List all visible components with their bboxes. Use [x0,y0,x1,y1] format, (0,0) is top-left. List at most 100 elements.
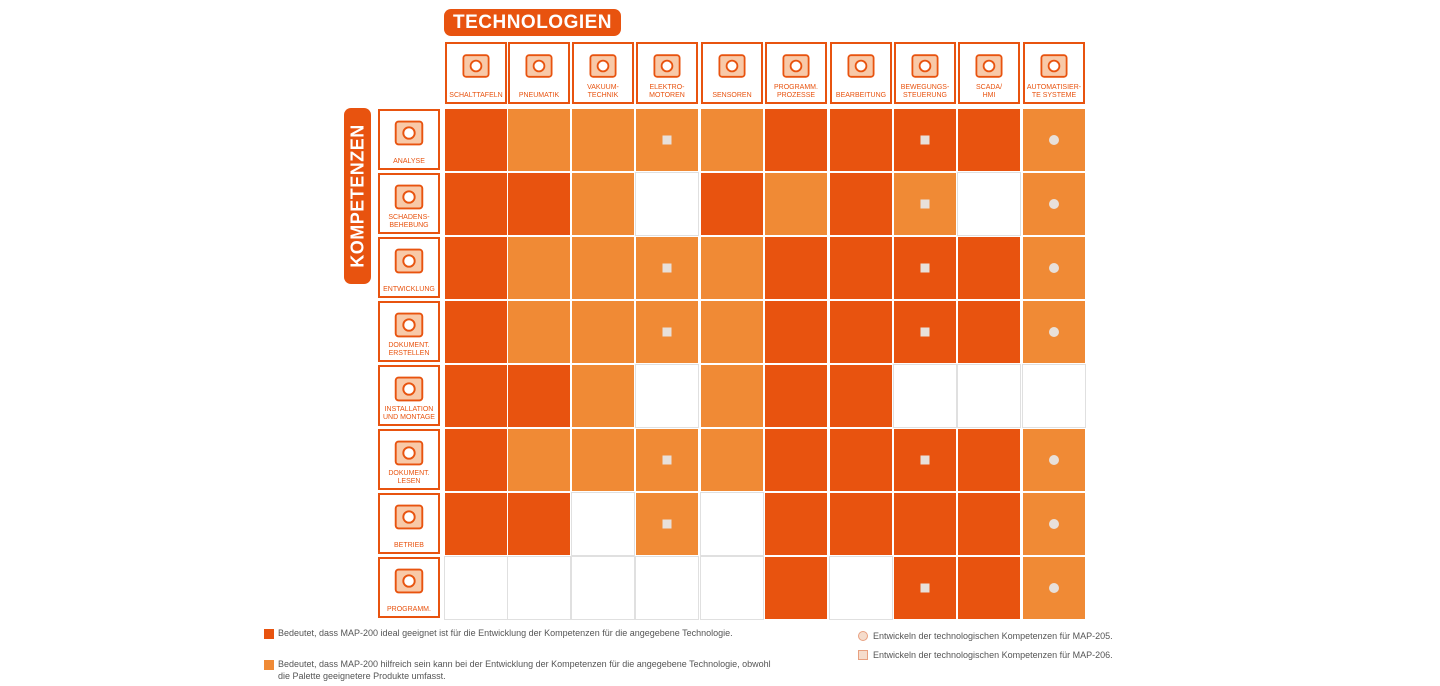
motion-control-icon [911,54,939,78]
matrix-cell [764,172,828,236]
matrix-cell [893,556,957,620]
automated-system-icon [1040,54,1068,78]
map-206-marker [920,199,930,209]
row-label: SCHADENS- BEHEBUNG [388,214,430,229]
matrix-cell [635,492,699,556]
matrix-cell [764,492,828,556]
matrix-cell [507,172,571,236]
laptop-hands-icon [394,568,424,594]
reading-glasses-icon [394,440,424,466]
matrix-cell [635,556,699,620]
matrix-cell [1022,556,1086,620]
scada-monitor-icon [975,54,1003,78]
matrix-cell [700,172,764,236]
legend-dark-text: Bedeutet, dass MAP-200 ideal geeignet is… [278,628,733,638]
matrix-cell [829,108,893,172]
matrix-cell [1022,428,1086,492]
plc-icon [782,54,810,78]
matrix-cell [957,172,1021,236]
matrix-cell [1022,108,1086,172]
matrix-cell [957,492,1021,556]
tools-repair-icon [394,184,424,210]
matrix-cell [635,364,699,428]
row-label: DOKUMENT. LESEN [388,470,430,485]
map-206-marker [662,455,672,465]
matrix-cell [893,428,957,492]
hand-lever-icon [394,504,424,530]
column-header-3: ELEKTRO- MOTOREN [636,42,698,104]
matrix-cell [829,172,893,236]
column-header-5: PROGRAMM. PROZESSE [765,42,827,104]
matrix-cell [635,108,699,172]
legend-light-swatch [264,660,274,670]
column-label: BEWEGUNGS- STEUERUNG [900,84,950,99]
matrix-cell [764,428,828,492]
matrix-cell [700,492,764,556]
legend-square-swatch [858,650,868,660]
matrix-cell [893,364,957,428]
legend-circle-text: Entwickeln der technologischen Kompetenz… [873,631,1113,641]
matrix-cell [571,300,635,364]
column-header-9: AUTOMATISIER- TE SYSTEME [1023,42,1085,104]
column-label: AUTOMATISIER- TE SYSTEME [1026,84,1082,99]
matrix-cell [829,236,893,300]
matrix-cell [700,428,764,492]
kompetenzen-label: KOMPETENZEN [347,124,367,268]
matrix-cell [444,492,508,556]
matrix-cell [507,108,571,172]
row-label: ENTWICKLUNG [383,286,435,293]
matrix-cell [829,556,893,620]
row-label: INSTALLATION UND MONTAGE [383,406,435,421]
matrix-cell [1022,492,1086,556]
matrix-cell [1022,172,1086,236]
column-header-1: PNEUMATIK [508,42,570,104]
matrix-cell [1022,364,1086,428]
column-label: SCHALTTAFELN [449,92,503,99]
row-header-7: PROGRAMM. [378,557,440,618]
matrix-cell [635,236,699,300]
matrix-cell [635,428,699,492]
matrix-cell [700,108,764,172]
matrix-cell [444,364,508,428]
map-206-marker [662,327,672,337]
row-header-6: BETRIEB [378,493,440,554]
matrix-cell [957,364,1021,428]
matrix-cell [957,300,1021,364]
map-206-marker [920,327,930,337]
map-206-marker [920,455,930,465]
matrix-cell [635,300,699,364]
column-header-7: BEWEGUNGS- STEUERUNG [894,42,956,104]
column-label: PNEUMATIK [518,92,560,99]
matrix-cell [893,236,957,300]
matrix-cell [764,108,828,172]
matrix-cell [957,108,1021,172]
matrix-cell [957,236,1021,300]
matrix-cell [444,428,508,492]
sensor-icon [718,54,746,78]
map-206-marker [920,135,930,145]
legend-dark-swatch [264,629,274,639]
matrix-cell [700,300,764,364]
matrix-cell [571,172,635,236]
row-header-2: ENTWICKLUNG [378,237,440,298]
matrix-cell [571,556,635,620]
matrix-cell [957,428,1021,492]
matrix-cell [893,492,957,556]
row-header-1: SCHADENS- BEHEBUNG [378,173,440,234]
row-label: BETRIEB [394,542,424,549]
matrix-cell [571,492,635,556]
column-header-8: SCADA/HMI [958,42,1020,104]
column-label: SENSOREN [712,92,752,99]
matrix-cell [829,364,893,428]
map-205-marker [1049,199,1059,209]
matrix-cell [444,108,508,172]
matrix-cell [571,364,635,428]
row-header-5: DOKUMENT. LESEN [378,429,440,490]
legend-light-text: Bedeutet, dass MAP-200 hilfreich sein ka… [278,659,771,681]
matrix-cell [829,428,893,492]
row-label: DOKUMENT. ERSTELLEN [388,342,430,357]
column-label: ELEKTRO- MOTOREN [649,84,685,99]
legend-square-text: Entwickeln der technologischen Kompetenz… [873,650,1113,660]
matrix-cell [507,556,571,620]
machining-icon [847,54,875,78]
